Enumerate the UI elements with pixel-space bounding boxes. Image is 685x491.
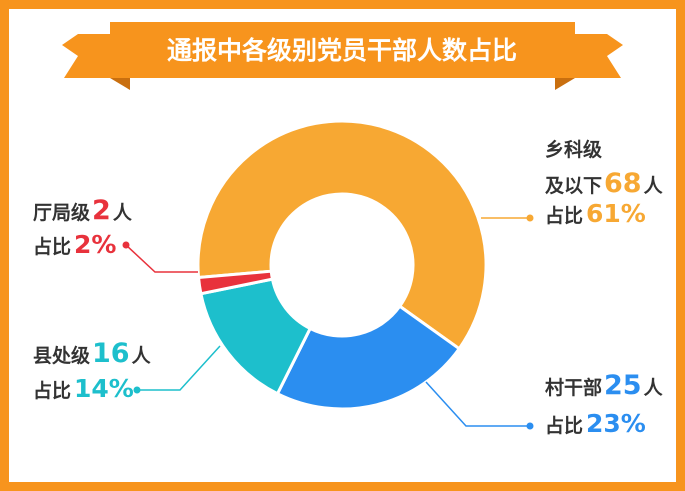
share-label-tingju: 占比 2%	[33, 230, 116, 259]
leader-line-xianchu	[137, 345, 221, 391]
unit-xianchu: 人	[132, 345, 152, 367]
share-label-cun: 占比 23%	[545, 409, 646, 438]
count-tingju: 2	[92, 195, 111, 226]
share-prefix-xianchu: 占比	[33, 379, 71, 402]
count-xiangke: 68	[604, 168, 642, 199]
unit-xiangke: 人	[644, 175, 664, 197]
category-label-xiangke: 乡科级	[545, 138, 602, 161]
leader-line-cun	[425, 381, 530, 427]
percent-tingju: 2%	[74, 230, 116, 259]
share-prefix-cun: 占比	[545, 414, 583, 437]
banner-right-fold	[555, 78, 575, 90]
leader-dot-cun	[526, 422, 534, 430]
count-cun: 25	[604, 370, 642, 401]
unit-tingju: 人	[113, 202, 133, 224]
slice-xiangke	[196, 119, 488, 351]
label-group-xiangke: 乡科级 及以下68 人 占比 61%	[481, 138, 664, 228]
slice-tingju	[196, 269, 275, 296]
banner-body	[110, 22, 575, 78]
percent-xiangke: 61%	[586, 199, 646, 228]
value-label-tingju: 厅局级2 人	[33, 195, 133, 226]
category-label-cun: 村干部	[545, 376, 602, 399]
leader-dot-xianchu	[133, 386, 141, 394]
share-label-xiangke: 占比 61%	[545, 199, 646, 228]
share-label-xianchu: 占比 14%	[33, 374, 134, 403]
label-group-xianchu: 县处级16 人 占比 14%	[33, 338, 221, 403]
chart-title: 通报中各级别党员干部人数占比	[167, 36, 517, 65]
slice-labels: 乡科级 及以下68 人 占比 61% 村干部25 人 占比 23% 县处级16 人 占比 1…	[33, 138, 664, 438]
donut-chart	[196, 119, 488, 411]
label-group-cun: 村干部25 人 占比 23%	[425, 370, 664, 438]
banner-left-fold	[110, 78, 130, 90]
label-group-tingju: 厅局级2 人 占比 2%	[33, 195, 198, 273]
share-prefix-tingju: 占比	[33, 235, 71, 258]
percent-xianchu: 14%	[74, 374, 134, 403]
leader-dot-tingju	[122, 241, 130, 249]
leader-dot-xiangke	[526, 214, 534, 222]
value-label-cun: 村干部25 人	[545, 370, 664, 401]
value-label-xianchu: 县处级16 人	[33, 338, 152, 369]
category-label-xiangke-line2: 及以下	[545, 175, 602, 197]
unit-cun: 人	[644, 377, 664, 399]
title-banner: 通报中各级别党员干部人数占比	[62, 22, 623, 90]
percent-cun: 23%	[586, 409, 646, 438]
share-prefix-xiangke: 占比	[545, 204, 583, 227]
value-label-xiangke: 及以下68 人	[545, 168, 664, 199]
leader-line-tingju	[125, 244, 198, 273]
category-label-tingju: 厅局级	[33, 201, 90, 224]
category-label-xianchu: 县处级	[33, 344, 90, 367]
slice-cun	[275, 304, 462, 411]
count-xianchu: 16	[92, 338, 130, 369]
